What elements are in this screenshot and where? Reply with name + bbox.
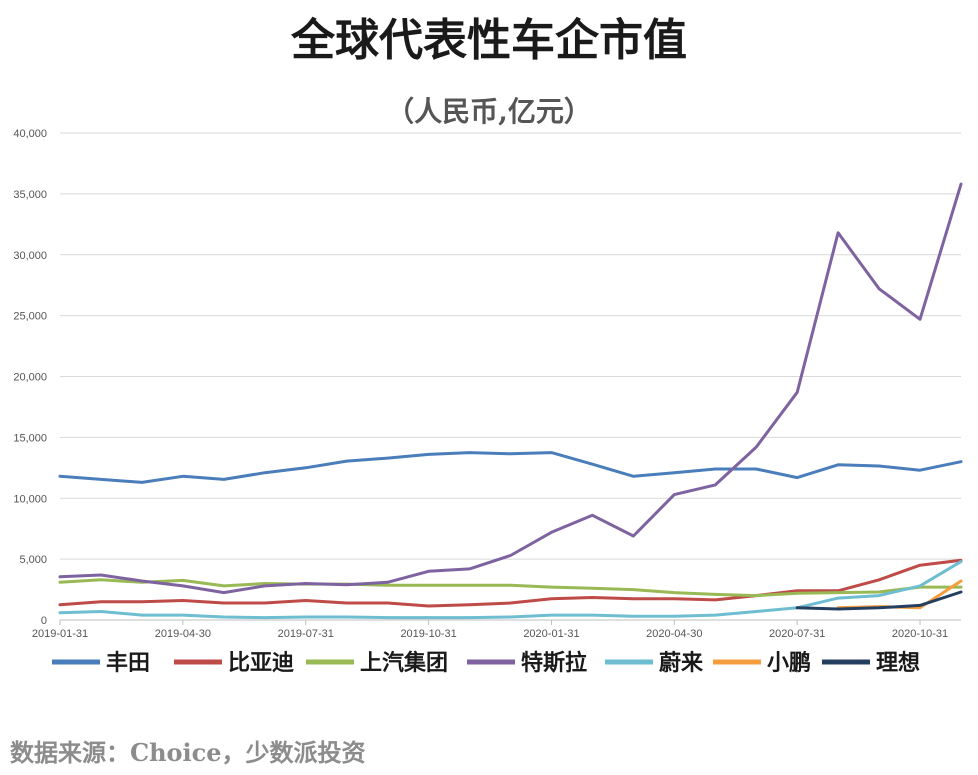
x-tick-label: 2019-07-31 xyxy=(278,628,334,640)
y-axis-ticks: 0 5,000 10,000 15,000 20,000 25,000 30,000 35,0… xyxy=(13,128,47,627)
legend-label: 特斯拉 xyxy=(521,650,587,676)
series-line-1 xyxy=(58,558,963,608)
x-tick-label: 2019-10-31 xyxy=(400,628,456,640)
legend-item-1: 比亚迪 xyxy=(174,651,294,676)
legend-label: 丰田 xyxy=(106,651,150,676)
series-line-6 xyxy=(795,590,963,611)
y-tick-label: 35,000 xyxy=(13,189,47,201)
legend-item-3: 特斯拉 xyxy=(467,650,587,676)
y-tick-label: 40,000 xyxy=(13,128,47,140)
legend-item-5: 小鹏 xyxy=(713,650,811,676)
x-tick-label: 2020-07-31 xyxy=(769,628,825,640)
source-note: 数据来源：Choice，少数派投资 xyxy=(10,738,366,767)
legend-label: 上汽集团 xyxy=(360,650,448,676)
y-tick-label: 15,000 xyxy=(13,432,47,444)
y-tick-label: 5,000 xyxy=(19,554,47,566)
legend-label: 理想 xyxy=(876,651,920,676)
series-lines xyxy=(58,182,963,620)
legend-label: 蔚来 xyxy=(659,651,704,676)
gridlines xyxy=(60,132,961,621)
series-line-2 xyxy=(58,578,963,598)
x-tick-label: 2020-04-30 xyxy=(646,628,702,640)
legend-item-6: 理想 xyxy=(822,651,920,676)
x-tick-label: 2019-01-31 xyxy=(32,628,88,640)
y-tick-label: 20,000 xyxy=(13,372,47,384)
x-tick-label: 2020-01-31 xyxy=(523,628,579,640)
series-line-4 xyxy=(58,560,963,620)
x-axis-ticks: 2019-01-31 2019-04-30 2019-07-31 2019-10-31… xyxy=(32,620,948,640)
legend-label: 比亚迪 xyxy=(228,651,294,676)
x-tick-label: 2020-10-31 xyxy=(892,628,948,640)
y-tick-label: 0 xyxy=(41,615,47,627)
legend: 丰田 比亚迪 上汽集团 特斯拉 蔚来 小鹏 理想 xyxy=(52,650,920,676)
legend-item-0: 丰田 xyxy=(52,651,150,676)
x-tick-label: 2019-04-30 xyxy=(155,628,211,640)
y-tick-label: 10,000 xyxy=(13,493,47,505)
series-line-0 xyxy=(58,451,963,484)
chart-subtitle: （人民币,亿元） xyxy=(386,95,592,128)
legend-item-2: 上汽集团 xyxy=(306,650,448,676)
legend-item-4: 蔚来 xyxy=(605,651,704,676)
legend-label: 小鹏 xyxy=(767,650,811,676)
series-line-3 xyxy=(58,182,963,595)
y-tick-label: 30,000 xyxy=(13,250,47,262)
y-tick-label: 25,000 xyxy=(13,311,47,323)
chart-title: 全球代表性车企市值 xyxy=(291,15,687,66)
